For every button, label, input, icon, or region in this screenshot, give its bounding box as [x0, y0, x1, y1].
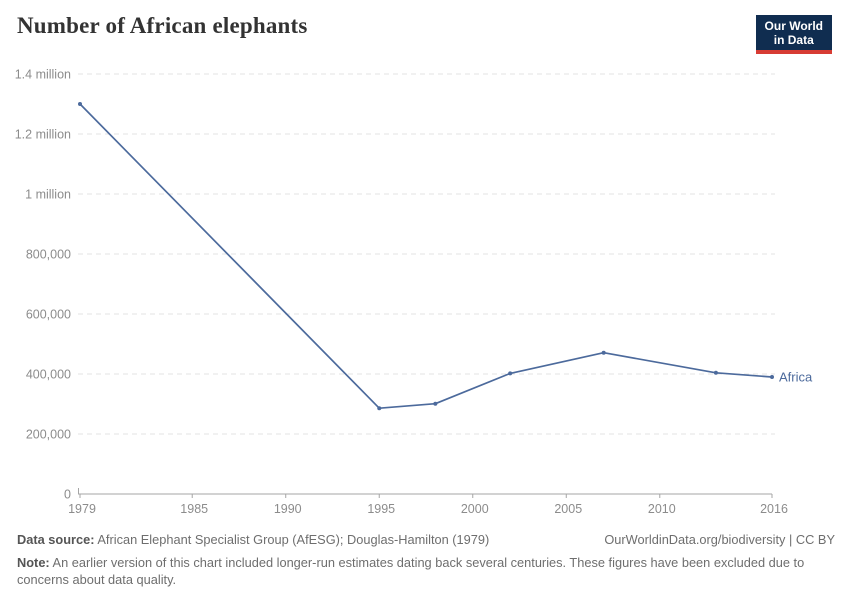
attribution-link[interactable]: OurWorldinData.org/biodiversity | CC BY	[604, 532, 835, 547]
y-tick-label: 600,000	[26, 308, 71, 322]
note-label: Note:	[17, 554, 50, 570]
x-tick-label: 1995	[367, 502, 395, 516]
data-point[interactable]	[433, 401, 438, 406]
y-tick-label: 0	[64, 488, 71, 502]
data-source: Data source: African Elephant Specialist…	[17, 531, 489, 549]
data-point[interactable]	[770, 375, 774, 379]
owid-logo-line2: in Data	[773, 33, 814, 47]
x-tick-label: 2016	[760, 502, 788, 516]
data-source-label: Data source:	[17, 532, 95, 547]
owid-logo-line1: Our World	[764, 19, 823, 33]
y-tick-label: 1.2 million	[15, 128, 71, 142]
x-tick-label: 2010	[648, 502, 676, 516]
chart-note: Note: An earlier version of this chart i…	[17, 554, 823, 589]
x-tick-label: 2000	[461, 502, 489, 516]
chart-footer: Data source: African Elephant Specialist…	[17, 531, 835, 589]
x-tick-label: 1985	[180, 502, 208, 516]
y-tick-label: 800,000	[26, 248, 71, 262]
trend-line	[79, 103, 773, 410]
data-point[interactable]	[78, 102, 82, 106]
y-tick-label: 1.4 million	[15, 68, 71, 82]
y-tick-label: 1 million	[25, 188, 71, 202]
x-tick-label: 1979	[68, 502, 96, 516]
data-point[interactable]	[713, 370, 718, 375]
data-point[interactable]	[601, 350, 606, 355]
data-point[interactable]	[508, 371, 513, 376]
x-tick-label: 2005	[554, 502, 582, 516]
x-tick-label: 1990	[274, 502, 302, 516]
line-chart: 0 200,000 400,000 600,000 800,000 1 million 1.…	[15, 68, 813, 517]
chart-title: Number of African elephants	[17, 13, 308, 38]
y-tick-label: 400,000	[26, 368, 71, 382]
owid-logo[interactable]: Our World in Data	[755, 15, 832, 54]
data-point[interactable]	[377, 406, 382, 411]
data-source-text: African Elephant Specialist Group (AfESG…	[94, 532, 490, 547]
y-tick-label: 200,000	[26, 428, 71, 442]
series-end-label[interactable]: Africa	[779, 370, 813, 385]
note-text: An earlier version of this chart include…	[17, 554, 805, 588]
